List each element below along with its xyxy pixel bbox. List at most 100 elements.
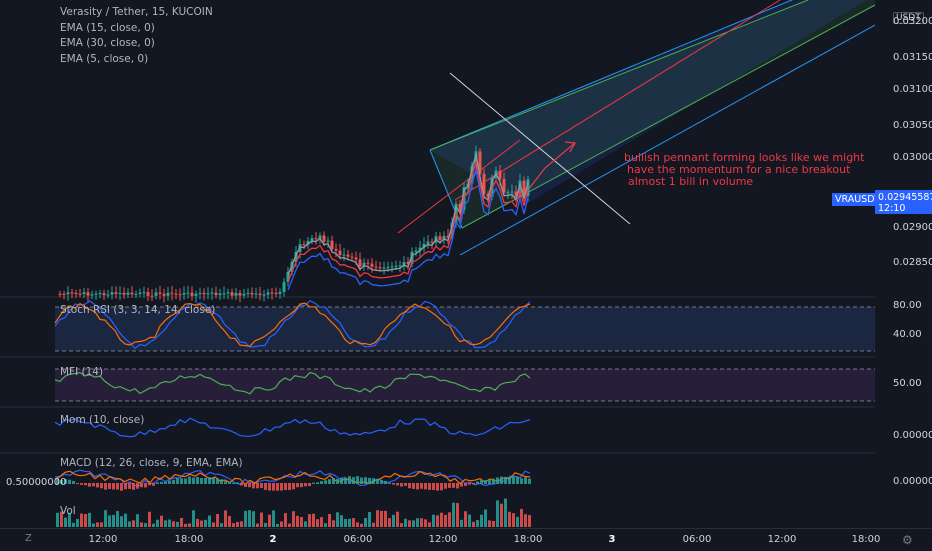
volume-bar <box>280 521 283 527</box>
volume-bar <box>356 522 359 527</box>
candle-body <box>127 293 130 295</box>
volume-bar <box>440 513 443 527</box>
volume-bar <box>128 521 131 527</box>
volume-bar <box>192 510 195 527</box>
mfi-tick: 50.00 <box>893 378 922 390</box>
macd-histogram-bar <box>244 483 247 487</box>
chart-area[interactable]: Verasity / Tether, 15, KUCOIN EMA (15, c… <box>0 0 875 528</box>
candle-body <box>247 293 250 294</box>
volume-bar <box>264 523 267 527</box>
macd-histogram-bar <box>260 483 263 488</box>
candle-body <box>279 292 282 294</box>
macd-histogram-bar <box>248 483 251 487</box>
volume-bar <box>404 519 407 527</box>
volume-bar <box>320 517 323 527</box>
volume-bar <box>444 515 447 527</box>
volume-bar <box>240 521 243 527</box>
volume-bar <box>72 523 75 527</box>
volume-bar <box>140 522 143 527</box>
macd-histogram-bar <box>492 479 495 484</box>
macd-histogram-bar <box>268 483 271 491</box>
volume-bar <box>112 515 115 527</box>
candle-body <box>231 292 234 295</box>
candle-body <box>415 251 418 252</box>
volume-bar <box>452 503 455 527</box>
candle-body <box>83 292 86 294</box>
ema5-legend[interactable]: EMA (5, close, 0) <box>60 52 213 68</box>
volume-bar <box>296 516 299 527</box>
candle-body <box>351 257 354 258</box>
macd-histogram-bar <box>484 480 487 484</box>
macd-histogram-bar <box>200 478 203 484</box>
macd-histogram-bar <box>272 483 275 491</box>
candle-body <box>343 255 346 256</box>
candle-body <box>263 295 266 296</box>
price-tick: 0.02850000 <box>893 257 932 269</box>
volume-bar <box>488 520 491 527</box>
volume-bar <box>524 514 527 527</box>
candle-body <box>175 294 178 295</box>
macd-histogram-bar <box>404 483 407 486</box>
macd-histogram-bar <box>372 478 375 484</box>
volume-bar <box>204 520 207 527</box>
candle-body <box>223 293 226 294</box>
chart-canvas[interactable] <box>0 0 875 528</box>
macd-left-value: 0.50000000 <box>6 477 66 488</box>
candle-body <box>355 258 358 260</box>
mom-label[interactable]: Mom (10, close) <box>60 414 144 426</box>
volume-bar <box>416 518 419 527</box>
stoch-label[interactable]: Stoch RSI (3, 3, 14, 14, close) <box>60 304 215 316</box>
volume-bar <box>340 515 343 527</box>
macd-histogram-bar <box>384 481 387 484</box>
candle-body <box>395 266 398 267</box>
ema15-legend[interactable]: EMA (15, close, 0) <box>60 21 213 37</box>
vol-label[interactable]: Vol <box>60 505 76 517</box>
candle-body <box>111 292 114 294</box>
macd-histogram-bar <box>84 483 87 485</box>
volume-bar <box>132 520 135 527</box>
symbol-title[interactable]: Verasity / Tether, 15, KUCOIN <box>60 5 213 21</box>
ema30-legend[interactable]: EMA (30, close, 0) <box>60 36 213 52</box>
volume-bar <box>496 500 499 527</box>
macd-histogram-bar <box>216 478 219 484</box>
macd-group <box>55 470 531 490</box>
auto-scale-icon[interactable]: Z <box>25 533 32 544</box>
macd-label[interactable]: MACD (12, 26, close, 9, EMA, EMA) <box>60 457 243 469</box>
volume-bar <box>508 512 511 527</box>
volume-bar <box>228 516 231 527</box>
annotation-line-3: almost 1 bill in volume <box>624 176 864 188</box>
mfi-label[interactable]: MFI (14) <box>60 366 103 378</box>
annotation-text[interactable]: bullish pennant forming looks like we mi… <box>624 152 864 188</box>
volume-bar <box>136 514 139 527</box>
time-tick: 2 <box>270 534 277 545</box>
macd-histogram-bar <box>348 476 351 484</box>
macd-histogram-bar <box>96 483 99 487</box>
macd-histogram-bar <box>304 483 307 486</box>
macd-histogram-bar <box>104 483 107 490</box>
volume-bar <box>328 514 331 527</box>
gear-icon[interactable]: ⚙ <box>902 533 913 547</box>
candle-body <box>63 294 66 295</box>
volume-bar <box>196 519 199 527</box>
volume-bar <box>304 521 307 527</box>
macd-histogram-bar <box>136 483 139 489</box>
macd-histogram-bar <box>476 481 479 484</box>
candle-body <box>195 294 198 296</box>
macd-histogram-bar <box>464 483 467 486</box>
volume-bar <box>336 512 339 527</box>
time-axis[interactable]: Z 12:00 18:00 2 06:00 12:00 18:00 3 06:0… <box>0 528 932 551</box>
price-axis[interactable]: USDT 0.03200000 0.03150000 0.03100000 0.… <box>875 0 932 528</box>
volume-bar <box>160 516 163 527</box>
volume-bar <box>96 522 99 527</box>
price-tick: 0.02900000 <box>893 222 932 234</box>
candle-body <box>139 293 142 294</box>
volume-bar <box>424 519 427 527</box>
macd-histogram-bar <box>312 483 315 484</box>
volume-bar <box>368 512 371 527</box>
macd-histogram-bar <box>356 476 359 484</box>
candle-body <box>67 292 70 294</box>
time-tick: 06:00 <box>683 534 712 545</box>
volume-bar <box>476 520 479 527</box>
candle-body <box>71 292 74 293</box>
volume-bar <box>308 514 311 527</box>
